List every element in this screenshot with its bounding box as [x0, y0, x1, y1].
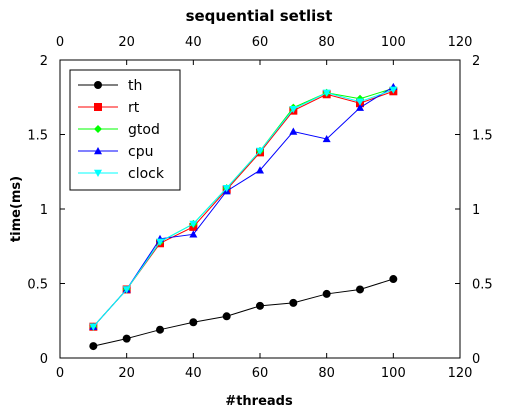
x-tick-label: 20 [118, 366, 135, 381]
legend-label-gtod: gtod [128, 122, 160, 138]
series-line-cpu [92, 86, 394, 328]
data-point-th [356, 285, 364, 294]
data-point-clock [222, 184, 231, 193]
chart-title: sequential setlist [186, 7, 333, 25]
y-tick-label-right: 2 [472, 54, 480, 69]
data-point-clock [189, 220, 198, 228]
x-tick-label-top: 20 [118, 35, 135, 50]
legend-label-rt: rt [128, 100, 140, 116]
legend-marker-clock [94, 169, 102, 177]
x-tick-label: 100 [381, 366, 406, 381]
data-point-clock [256, 147, 264, 155]
data-point-th [89, 342, 98, 351]
legend-box [69, 69, 181, 191]
data-point-cpu [256, 166, 264, 174]
data-point-th [122, 334, 131, 343]
y-tick-label-right: 1 [472, 203, 480, 218]
data-point-th [189, 318, 198, 327]
data-point-th [322, 289, 331, 298]
x-tick-label-top: 0 [56, 35, 64, 50]
y-tick-label: 0 [40, 352, 48, 367]
series-th [89, 275, 398, 351]
data-point-clock [156, 238, 164, 246]
y-tick-label: 0.5 [27, 278, 48, 293]
series-line-th [93, 278, 394, 347]
y-tick-label: 2 [40, 54, 48, 69]
data-point-cpu [356, 103, 364, 111]
data-point-cpu [289, 127, 298, 135]
data-point-clock [289, 105, 298, 114]
x-tick-label-top: 100 [381, 35, 406, 50]
y-tick-label: 1 [40, 203, 48, 218]
data-point-cpu [189, 230, 198, 238]
x-tick-label-top: 60 [252, 35, 269, 50]
y-tick-label: 1.5 [27, 129, 48, 144]
y-tick-label-right: 0.5 [472, 278, 493, 293]
x-tick-label: 120 [448, 366, 473, 381]
data-point-clock [89, 323, 98, 331]
series-line-clock [92, 89, 394, 328]
x-tick-label: 80 [318, 366, 335, 381]
x-tick-label-top: 80 [318, 35, 335, 50]
legend-marker-rt [94, 103, 102, 111]
data-point-th [289, 298, 298, 307]
legend-label-clock: clock [128, 166, 165, 182]
y-tick-label-right: 1.5 [472, 129, 493, 144]
data-point-clock [389, 86, 398, 94]
legend-label-cpu: cpu [128, 144, 153, 160]
x-tick-label: 60 [252, 366, 269, 381]
y-tick-label-right: 0 [472, 352, 480, 367]
data-point-th [222, 312, 231, 321]
x-tick-label: 0 [56, 366, 64, 381]
legend-marker-th [94, 81, 102, 89]
data-point-th [389, 275, 398, 284]
data-point-th [256, 301, 264, 310]
x-tick-label-top: 40 [185, 35, 202, 50]
legend: th rt gtod cpu clock [69, 69, 181, 191]
data-point-clock [322, 89, 331, 97]
series-clock [89, 86, 398, 331]
x-tick-label-top: 120 [448, 35, 473, 50]
data-point-th [156, 325, 164, 334]
legend-marker-gtod [94, 125, 102, 133]
data-point-clock [122, 286, 131, 294]
y-axis-label: time(ms) [9, 176, 24, 242]
data-point-clock [356, 98, 364, 106]
x-axis-label: #threads [225, 394, 293, 409]
data-point-cpu [322, 134, 331, 143]
x-tick-label: 40 [185, 366, 202, 381]
legend-label-th: th [128, 78, 142, 94]
series-layer [89, 82, 398, 351]
legend-marker-cpu [94, 147, 102, 155]
